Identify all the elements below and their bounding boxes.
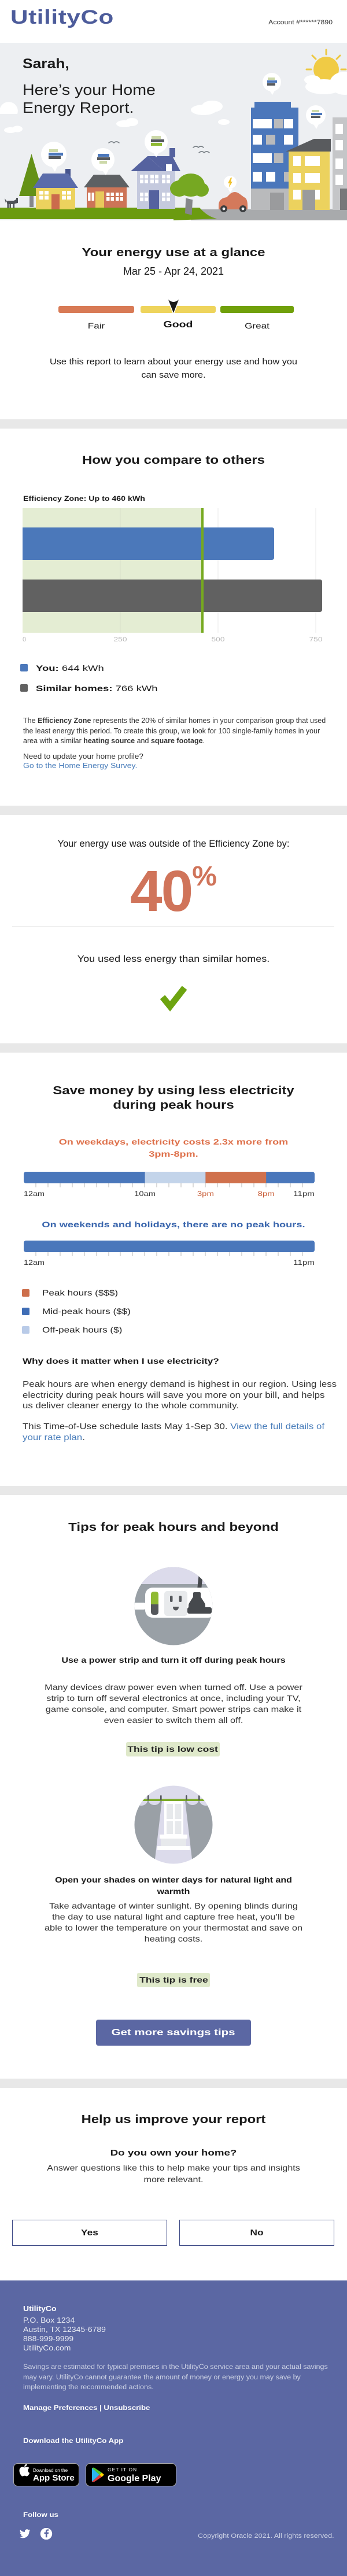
svg-text:12am: 12am [24,1190,45,1198]
svg-text:App Store: App Store [33,2473,75,2483]
svg-text:750: 750 [309,636,323,643]
svg-text:0: 0 [23,636,26,643]
svg-text:3pm: 3pm [197,1190,214,1198]
svg-text:8pm: 8pm [258,1190,275,1198]
svg-text:12am: 12am [24,1259,45,1267]
svg-text:500: 500 [212,636,225,643]
svg-text:11pm: 11pm [293,1259,315,1267]
svg-text:10am: 10am [134,1190,156,1198]
svg-text:Download on the: Download on the [33,2468,68,2473]
svg-text:11pm: 11pm [293,1190,315,1198]
svg-text:Google Play: Google Play [108,2474,161,2483]
svg-text:250: 250 [114,636,127,643]
svg-text:GET IT ON: GET IT ON [108,2467,137,2472]
